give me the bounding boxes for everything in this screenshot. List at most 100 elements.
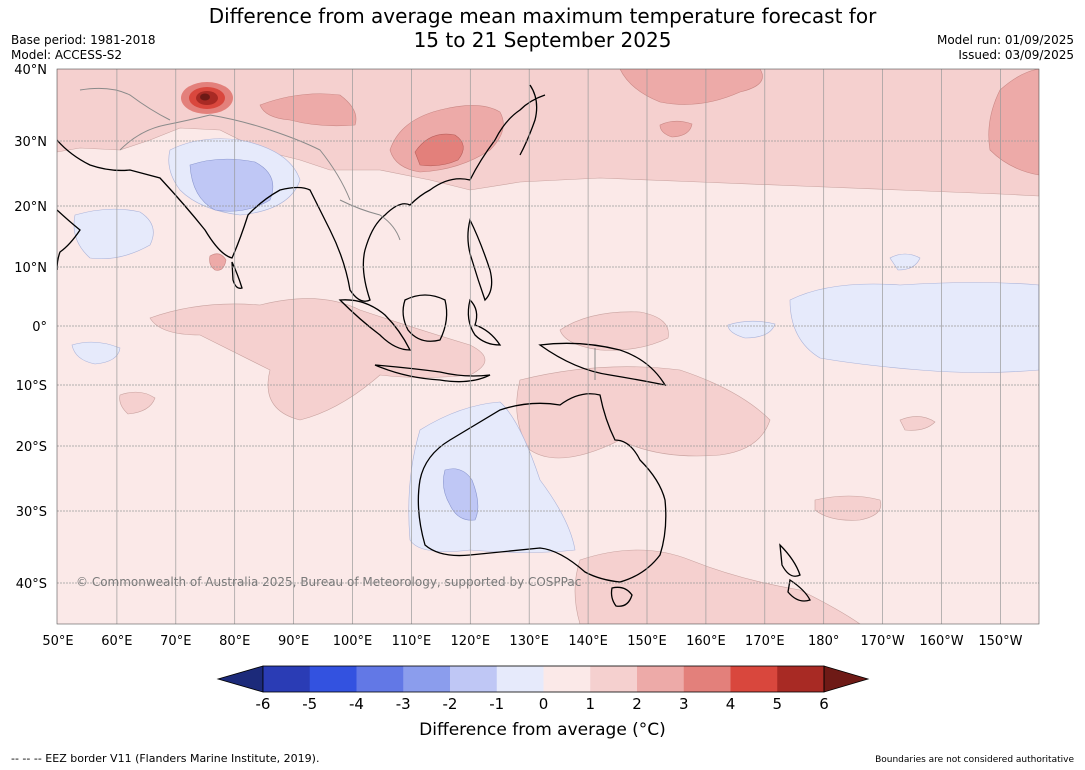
longitude-label: 120°E	[451, 634, 491, 649]
longitude-label: 90°E	[278, 634, 309, 649]
longitude-label: 50°E	[42, 634, 73, 649]
colorbar-swatch	[309, 666, 357, 692]
colorbar-tick-label: 3	[679, 695, 689, 713]
colorbar-tick-label: -5	[302, 695, 317, 713]
longitude-label: 100°E	[333, 634, 373, 649]
coast-tasmania	[610, 586, 633, 607]
map-frame	[56, 68, 1040, 625]
colorbar-ticks: -6 -5 -4 -3 -2 -1 0 1 2 3 4 5 6	[256, 695, 829, 713]
longitude-label: 160°W	[919, 634, 963, 649]
anomaly-hotspot-core	[200, 93, 210, 101]
longitude-label: 80°E	[219, 634, 250, 649]
colorbar-tick-label: -6	[256, 695, 271, 713]
colorbar-swatch	[637, 666, 685, 692]
colorbar-swatch	[450, 666, 498, 692]
latitude-label: 20°S	[16, 440, 47, 455]
anomaly-patch-south-india	[209, 253, 227, 271]
anomaly-cool-central-pacific	[789, 282, 1039, 373]
anomaly-cool-wa-core	[443, 468, 479, 521]
boundary-disclaimer: Boundaries are not considered authoritat…	[875, 755, 1074, 765]
model-name: Model: ACCESS-S2	[11, 48, 123, 62]
colorbar-tick-label: 4	[726, 695, 736, 713]
coast-new-zealand	[779, 543, 811, 602]
title-line-2: 15 to 21 September 2025	[413, 28, 672, 52]
border-southeast-asia	[339, 199, 401, 241]
colorbar-tick-label: -1	[489, 695, 504, 713]
coast-australia	[417, 393, 667, 583]
anomaly-patch-north-australia	[516, 366, 771, 459]
latitude-label: 40°N	[14, 63, 47, 78]
anomaly-patch-pacific-small	[899, 416, 936, 431]
colorbar-swatch	[683, 666, 731, 692]
anomaly-patch-equator	[559, 311, 669, 351]
longitude-label: 70°E	[160, 634, 191, 649]
anomaly-patch-tibet	[259, 93, 357, 127]
latitude-label: 0°	[32, 320, 47, 335]
colorbar-swatch	[403, 666, 451, 692]
colorbar-swatch	[496, 666, 544, 692]
longitude-label: 130°E	[509, 634, 549, 649]
colorbar-tick-label: 5	[772, 695, 782, 713]
latitude-label: 10°N	[14, 261, 47, 276]
longitude-label: 60°E	[101, 634, 132, 649]
colorbar-frame	[262, 665, 825, 693]
longitude-label: 170°E	[745, 634, 785, 649]
longitude-label: 140°E	[568, 634, 608, 649]
anomaly-patch-tasman	[814, 495, 882, 521]
anomaly-cool-india-core	[189, 158, 274, 212]
colorbar-extend-low	[216, 665, 264, 693]
colorbar-tick-label: 1	[585, 695, 595, 713]
country-borders	[79, 87, 596, 380]
colorbar-swatch	[356, 666, 404, 692]
colorbar-swatch	[730, 666, 778, 692]
coast-korea-japan	[519, 84, 538, 156]
model-run: Model run: 01/09/2025	[936, 33, 1074, 47]
colorbar-tick-label: 0	[539, 695, 549, 713]
latitude-label: 20°N	[14, 200, 47, 215]
latitude-label: 30°N	[14, 135, 47, 150]
latitude-label: 10°S	[16, 379, 47, 394]
anomaly-patch-west-indian	[119, 391, 156, 415]
colorbar-swatch	[543, 666, 591, 692]
meridians	[116, 69, 1001, 624]
title-line-1: Difference from average mean maximum tem…	[208, 4, 877, 28]
meta-right: Model run: 01/09/2025 Issued: 03/09/2025	[937, 33, 1074, 63]
colorbar-tick-label: -2	[443, 695, 458, 713]
coast-sumatra	[338, 299, 412, 351]
coast-sri-lanka	[231, 261, 243, 289]
latitude-label: 40°S	[16, 577, 47, 592]
anomaly-cool-arabian-sea	[73, 208, 154, 259]
colorbar-tick-label: 6	[819, 695, 829, 713]
longitude-labels: 50°E 60°E 70°E 80°E 90°E 100°E 110°E 120°E 130°E…	[42, 634, 1022, 649]
colorbar-swatch	[777, 666, 825, 692]
anomaly-cool-west-indian	[71, 341, 121, 365]
coast-borneo	[402, 294, 448, 342]
longitude-label: 180°	[808, 634, 839, 649]
longitude-label: 160°E	[686, 634, 726, 649]
colorbar	[216, 665, 870, 693]
colorbar-extend-high	[823, 665, 870, 693]
colorbar-swatch	[590, 666, 638, 692]
anomaly-patch-china-core	[414, 133, 464, 167]
graticule	[57, 69, 1039, 624]
latitude-labels: 40°N 30°N 20°N 10°N 0° 10°S 20°S 30°S 40°S	[14, 63, 47, 592]
eez-legend: -- -- -- EEZ border V11 (Flanders Marine…	[11, 752, 320, 765]
longitude-label: 150°E	[627, 634, 667, 649]
colorbar-tick-label: -4	[349, 695, 364, 713]
colorbar-label: Difference from average (°C)	[419, 720, 666, 740]
anomaly-cool-pacific-north	[889, 253, 921, 271]
anomaly-patch-north-pacific-small	[659, 120, 693, 138]
longitude-label: 150°W	[978, 634, 1022, 649]
colorbar-swatch	[263, 666, 311, 692]
meta-left: Base period: 1981-2018 Model: ACCESS-S2	[11, 33, 156, 63]
colorbar-tick-label: 2	[632, 695, 642, 713]
border-south-asia	[119, 114, 351, 201]
longitude-label: 110°E	[392, 634, 432, 649]
anomaly-patch-indian-ocean	[149, 298, 486, 421]
latitude-label: 30°S	[16, 505, 47, 520]
map-title: Difference from average mean maximum tem…	[0, 4, 1085, 52]
base-period: Base period: 1981-2018	[11, 33, 156, 47]
issued-date: Issued: 03/09/2025	[958, 48, 1074, 62]
coast-arabia	[57, 209, 81, 271]
